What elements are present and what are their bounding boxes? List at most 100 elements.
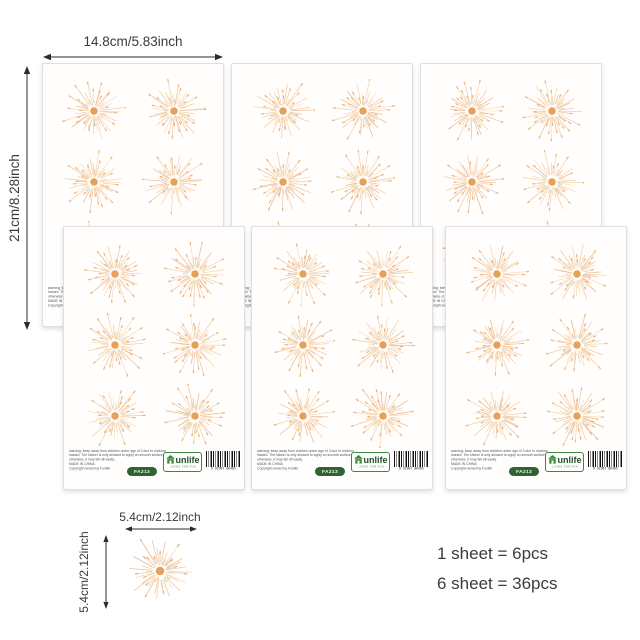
barcode-bars-icon	[394, 451, 429, 467]
funlife-logo: unlife LIVING FOR FUN	[545, 452, 584, 472]
starburst-icon	[163, 313, 227, 377]
brand-tagline: LIVING FOR FUN	[551, 465, 578, 468]
starburst-icon	[273, 243, 331, 307]
funlife-logo: unlife LIVING FOR FUN	[351, 452, 390, 472]
starburst-icon	[253, 83, 315, 139]
barcode: 6 92967 06485	[393, 451, 430, 476]
barcode-digits: 6 92967 06485	[593, 467, 618, 471]
starburst-icon	[84, 245, 142, 304]
starburst-icon	[129, 538, 193, 600]
sticker-grid	[263, 239, 423, 451]
sticker-sheet-4: warning: keep away from children under a…	[63, 226, 245, 490]
brand-name: unlife	[175, 454, 200, 465]
starburst-icon	[164, 383, 226, 445]
sticker-grid	[75, 239, 235, 451]
count-line-1: 1 sheet = 6pcs	[437, 544, 549, 563]
starburst-icon	[331, 149, 395, 214]
house-icon	[353, 455, 363, 464]
starburst-sticker	[62, 79, 126, 143]
sticker-width-label: 5.4cm/2.12inch	[119, 510, 201, 524]
starburst-icon	[148, 79, 206, 140]
sheet-width-arrow-icon	[43, 53, 223, 61]
starburst-icon	[331, 79, 395, 141]
warning-text: warning: keep away from children under a…	[69, 449, 166, 471]
house-icon	[165, 455, 175, 464]
warning-text: warning: keep away from children under a…	[451, 449, 548, 471]
sheet-height-label: 21cm/8.28inch	[7, 154, 22, 242]
starburst-icon	[163, 242, 226, 307]
count-line-2: 6 sheet = 36pcs	[437, 574, 558, 593]
starburst-sticker	[163, 242, 227, 307]
sticker-width-arrow-icon	[125, 526, 197, 532]
starburst-icon	[522, 149, 584, 212]
starburst-icon	[352, 315, 415, 373]
starburst-sticker	[251, 150, 315, 214]
starburst-sticker	[83, 384, 147, 448]
starburst-sticker	[545, 313, 609, 377]
brand-tagline: LIVING FOR FUN	[357, 465, 384, 468]
starburst-sticker	[351, 384, 415, 448]
starburst-icon	[64, 150, 123, 214]
starburst-icon	[62, 81, 126, 140]
starburst-icon	[465, 390, 527, 446]
brand-name: unlife	[557, 454, 582, 465]
piece-counts: 1 sheet = 6pcs 6 sheet = 36pcs	[437, 539, 558, 599]
starburst-icon	[545, 313, 608, 372]
starburst-sticker	[142, 79, 206, 143]
starburst-sticker	[163, 313, 227, 377]
starburst-icon	[448, 80, 504, 141]
barcode: 6 92967 06485	[205, 451, 242, 476]
barcode: 6 92967 06485	[587, 451, 624, 476]
barcode-bars-icon	[588, 451, 623, 467]
warning-text: warning: keep away from children under a…	[257, 449, 354, 471]
starburst-sticker	[520, 149, 584, 214]
starburst-sticker	[163, 383, 227, 448]
starburst-sticker	[351, 242, 415, 307]
starburst-icon	[351, 388, 414, 448]
starburst-sticker	[62, 150, 126, 214]
starburst-icon	[471, 246, 529, 302]
starburst-sticker	[331, 149, 395, 214]
starburst-icon	[443, 154, 504, 214]
starburst-icon	[522, 80, 583, 142]
starburst-sticker	[465, 384, 529, 448]
sticker-sheet-6: warning: keep away from children under a…	[445, 226, 627, 490]
barcode-bars-icon	[206, 451, 241, 467]
product-code-badge: FA213	[509, 467, 539, 476]
starburst-icon	[87, 312, 146, 377]
starburst-sticker	[545, 384, 609, 448]
starburst-sticker	[331, 79, 395, 143]
sheet-height-arrow-icon	[23, 66, 31, 330]
starburst-sticker	[545, 242, 609, 306]
brand-tagline: LIVING FOR FUN	[169, 465, 196, 468]
starburst-icon	[142, 155, 203, 214]
starburst-sticker	[440, 150, 504, 214]
starburst-sticker	[271, 242, 335, 307]
starburst-icon	[550, 244, 607, 300]
brand-name: unlife	[363, 454, 388, 465]
starburst-sticker	[142, 150, 206, 214]
starburst-icon	[252, 151, 312, 212]
starburst-icon	[274, 315, 335, 377]
starburst-sticker	[83, 312, 147, 377]
starburst-icon	[273, 387, 335, 443]
starburst-icon	[546, 386, 606, 446]
starburst-sticker	[520, 79, 584, 143]
starburst-sticker	[440, 79, 504, 143]
starburst-icon	[355, 246, 414, 307]
starburst-sticker	[465, 313, 529, 377]
sticker-height-label: 5.4cm/2.12inch	[77, 531, 91, 613]
product-code-badge: FA213	[315, 467, 345, 476]
sticker-grid	[457, 239, 617, 451]
starburst-icon	[87, 389, 146, 446]
starburst-sticker	[83, 242, 147, 306]
barcode-digits: 6 92967 06485	[399, 467, 424, 471]
starburst-sticker	[271, 384, 335, 448]
starburst-sticker	[251, 79, 315, 143]
starburst-sticker	[271, 313, 335, 377]
funlife-logo: unlife LIVING FOR FUN	[163, 452, 202, 472]
starburst-sticker	[351, 313, 415, 377]
starburst-icon	[466, 319, 529, 376]
sheet-width-label: 14.8cm/5.83inch	[83, 34, 183, 49]
